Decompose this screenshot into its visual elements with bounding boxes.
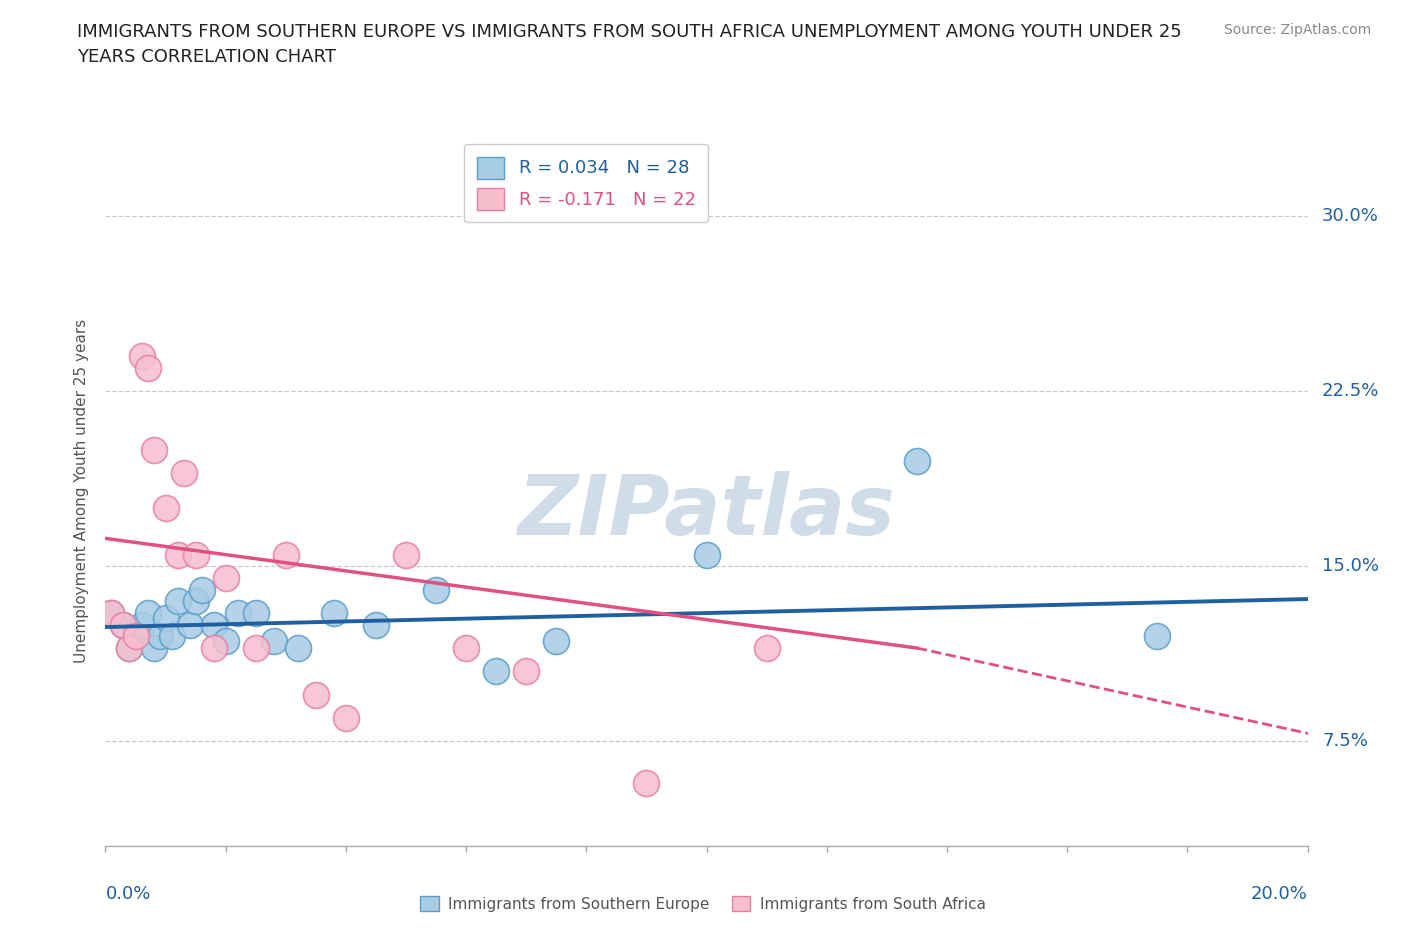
Point xyxy=(142,641,165,656)
Point xyxy=(425,582,447,597)
Point xyxy=(546,633,568,648)
Point xyxy=(166,547,188,562)
Point xyxy=(184,594,207,609)
Point xyxy=(148,629,170,644)
Point xyxy=(136,361,159,376)
Point xyxy=(287,641,309,656)
Point xyxy=(155,610,177,625)
Text: 0.0%: 0.0% xyxy=(105,885,150,903)
Y-axis label: Unemployment Among Youth under 25 years: Unemployment Among Youth under 25 years xyxy=(75,318,90,663)
Point xyxy=(112,618,135,632)
Legend: Immigrants from Southern Europe, Immigrants from South Africa: Immigrants from Southern Europe, Immigra… xyxy=(415,889,991,918)
Text: 20.0%: 20.0% xyxy=(1251,885,1308,903)
Point xyxy=(190,582,212,597)
Text: 30.0%: 30.0% xyxy=(1322,207,1379,225)
Point xyxy=(485,664,508,679)
Point xyxy=(245,641,267,656)
Point xyxy=(155,500,177,515)
Point xyxy=(202,618,225,632)
Text: ZIPatlas: ZIPatlas xyxy=(517,472,896,552)
Point xyxy=(245,605,267,620)
Point xyxy=(112,618,135,632)
Point xyxy=(696,547,718,562)
Point xyxy=(263,633,285,648)
Text: Source: ZipAtlas.com: Source: ZipAtlas.com xyxy=(1223,23,1371,37)
Point xyxy=(305,687,328,702)
Text: 15.0%: 15.0% xyxy=(1322,557,1379,576)
Point xyxy=(905,454,928,469)
Point xyxy=(166,594,188,609)
Point xyxy=(118,641,141,656)
Point xyxy=(173,466,195,481)
Point xyxy=(395,547,418,562)
Text: 22.5%: 22.5% xyxy=(1322,382,1379,401)
Point xyxy=(1146,629,1168,644)
Point xyxy=(335,711,357,725)
Point xyxy=(160,629,183,644)
Point xyxy=(100,605,122,620)
Point xyxy=(226,605,249,620)
Point xyxy=(136,605,159,620)
Point xyxy=(124,629,146,644)
Point xyxy=(214,571,236,586)
Point xyxy=(364,618,387,632)
Point xyxy=(100,605,122,620)
Legend: R = 0.034   N = 28, R = -0.171   N = 22: R = 0.034 N = 28, R = -0.171 N = 22 xyxy=(464,144,709,222)
Point xyxy=(755,641,778,656)
Point xyxy=(202,641,225,656)
Point xyxy=(274,547,297,562)
Text: 7.5%: 7.5% xyxy=(1322,732,1368,751)
Point xyxy=(118,641,141,656)
Point xyxy=(131,349,153,364)
Point xyxy=(184,547,207,562)
Point xyxy=(179,618,201,632)
Text: IMMIGRANTS FROM SOUTHERN EUROPE VS IMMIGRANTS FROM SOUTH AFRICA UNEMPLOYMENT AMO: IMMIGRANTS FROM SOUTHERN EUROPE VS IMMIG… xyxy=(77,23,1182,66)
Point xyxy=(214,633,236,648)
Point xyxy=(142,443,165,458)
Point xyxy=(131,618,153,632)
Point xyxy=(636,776,658,790)
Point xyxy=(322,605,344,620)
Point xyxy=(515,664,537,679)
Point xyxy=(124,629,146,644)
Point xyxy=(456,641,478,656)
